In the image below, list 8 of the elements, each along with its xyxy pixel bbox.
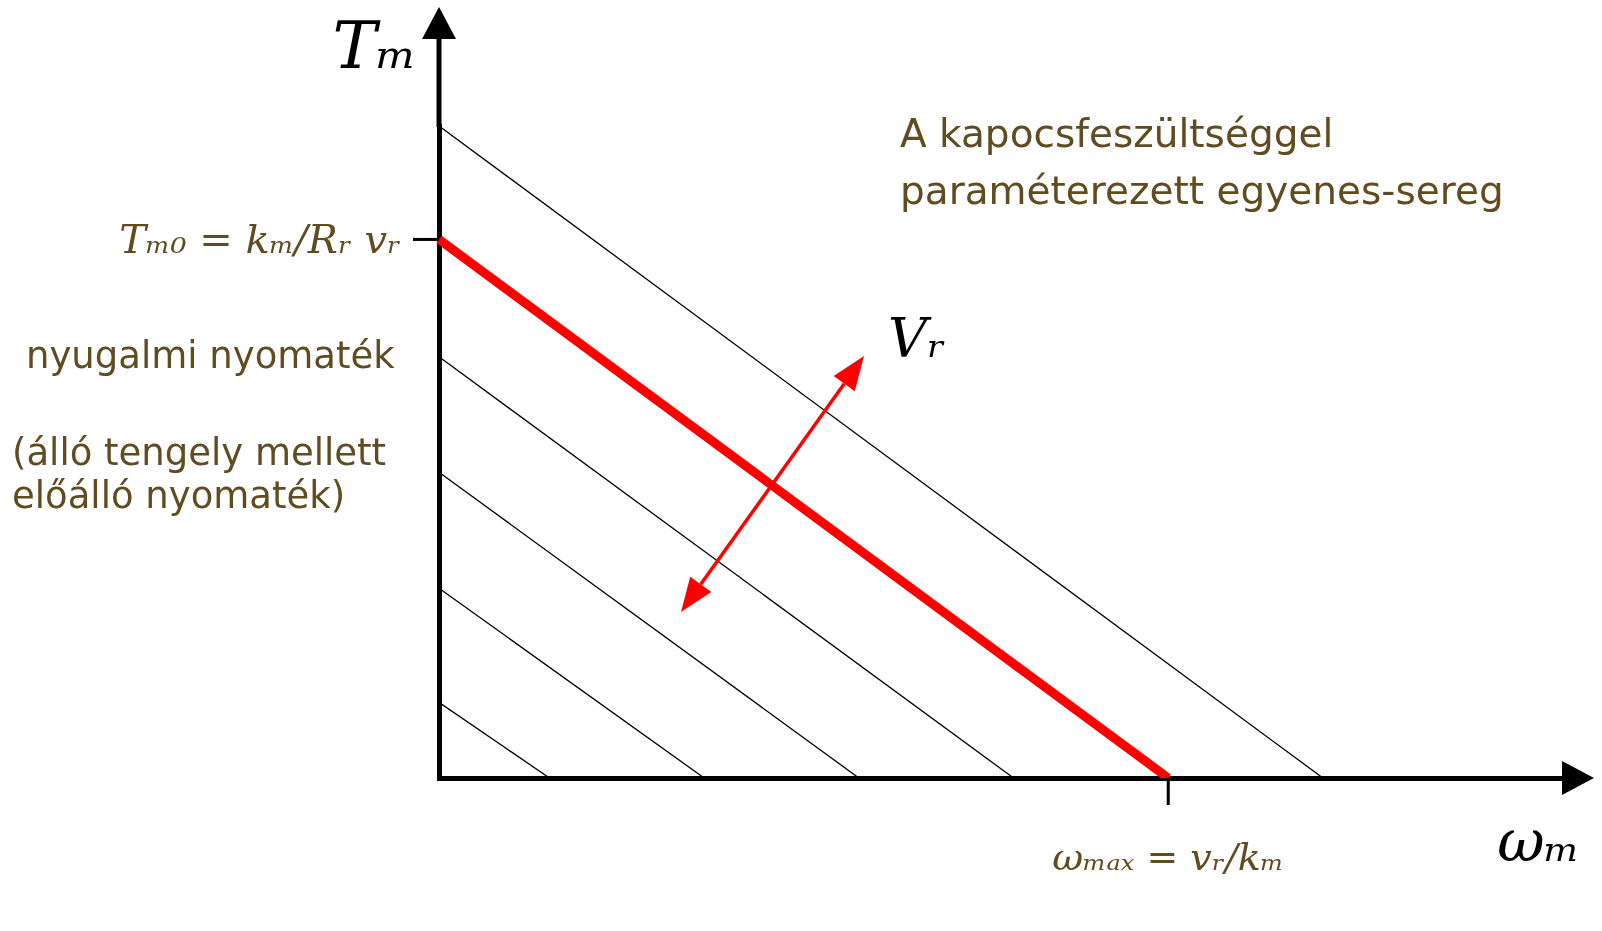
annotation: A kapocsfeszültséggel paraméterezett egyenes-sereg (900, 110, 1505, 215)
text: (álló tengely mellett előálló nyomaték) (12, 431, 388, 517)
text: nyugalmi nyomaték (26, 334, 396, 377)
y-axis-title: Tₘ (332, 7, 417, 84)
text: ωₘₐₓ = vᵣ/kₘ (1052, 835, 1285, 880)
x-axis-title: ωₘ (1497, 807, 1580, 875)
annotation: Vᵣ (888, 307, 946, 371)
text: Tₘ₀ = kₘ/Rᵣ vᵣ (119, 216, 401, 263)
